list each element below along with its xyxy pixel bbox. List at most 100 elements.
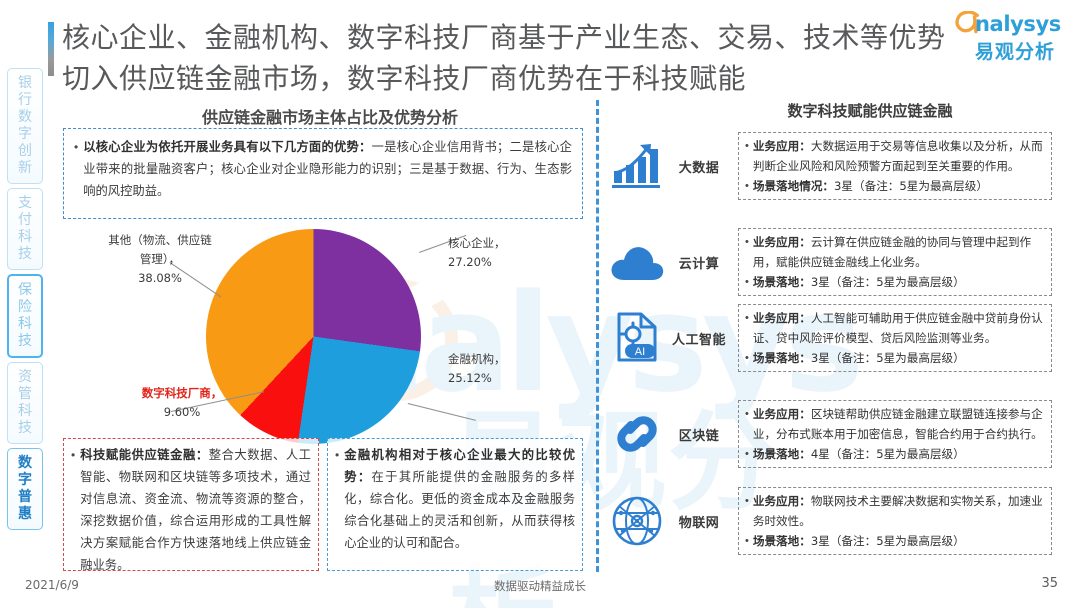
logo-wordmark: nalysys	[975, 12, 1061, 36]
footer-page-number: 35	[1041, 576, 1058, 591]
panel-divider	[596, 100, 599, 572]
market-share-pie-chart	[206, 229, 421, 444]
tab-char: 技	[18, 333, 32, 349]
pie-label-other: 其他（物流、供应链管理）， 38.08%	[105, 231, 215, 288]
tech-detail-lead: 业务应用：	[752, 139, 811, 153]
tech-detail-rest: 人工智能可辅助用于供应链金融中贷前身份认证、贷中风险评价模型、贷后风险监测等业务…	[752, 311, 1043, 345]
pie-label-core-value: 27.20%	[448, 255, 492, 269]
globe-network-icon	[606, 490, 668, 552]
bullet-icon: •	[74, 140, 79, 154]
tab-char: 付	[18, 212, 32, 228]
tab-char: 字	[18, 126, 32, 142]
tech-detail-text: 业务应用：物联网技术主要解决数据和实物关系，加速业务时效性。	[753, 491, 1045, 531]
tab-char: 行	[18, 92, 32, 108]
bullet-icon: •	[745, 140, 749, 152]
tech-detail-rest: 3星（备注：5星为最高层级）	[810, 534, 965, 548]
left-top-callout-lead: 以核心企业为依托开展业务具有以下几方面的优势：	[83, 140, 372, 154]
tech-detail-lead: 业务应用：	[752, 235, 811, 249]
tech-name-ai: 人工智能	[671, 332, 726, 348]
sidebar-item-数字普惠[interactable]: 数 字 普 惠	[7, 448, 43, 530]
tab-char: 惠	[18, 506, 32, 522]
footer-tagline: 数据驱动精益成长	[494, 579, 586, 593]
bar-chart-growth-icon	[606, 135, 668, 197]
pie-label-other-value: 38.08%	[138, 271, 182, 285]
tech-detail-lead: 业务应用：	[752, 311, 811, 325]
sidebar-item-支付科技[interactable]: 支 付 科 技	[7, 188, 43, 270]
tab-char: 技	[18, 246, 32, 262]
sidebar-item-保险科技[interactable]: 保 险 科 技	[7, 274, 43, 358]
tech-name-big-data: 大数据	[678, 160, 720, 176]
tech-detail-text: 业务应用：云计算在供应链金融的协同与管理中起到作用，赋能供应链金融线上化业务。	[753, 232, 1045, 272]
page-title: 核心企业、金融机构、数字科技厂商基于产业生态、交易、技术等优势切入供应链金融市场…	[62, 21, 946, 95]
tech-detail-text: 业务应用：区块链帮助供应链金融建立联盟链连接参与企业，分布式账本用于加密信息，智…	[753, 404, 1045, 444]
bullet-icon: •	[745, 448, 749, 460]
pie-slices	[206, 229, 421, 444]
left-bottom-callout-financial-rest: 在于其所能提供的金融服务的多样化，综合化。更低的资金成本及金融服务综合化基础上的…	[344, 470, 575, 550]
tab-char: 数	[18, 455, 32, 471]
bullet-icon: •	[335, 448, 340, 462]
tech-row-big-data: 大数据 • 业务应用：大数据运用于交易等信息收集以及分析，从而判断企业风险和风险…	[606, 132, 1052, 200]
bullet-icon: •	[745, 408, 749, 420]
tech-detail-rest: 3星（备注：5星为最高层级）	[810, 351, 965, 365]
tech-detail-rest: 3星（备注：5星为最高层级）	[810, 275, 965, 289]
tech-detail-lead: 业务应用：	[752, 407, 811, 421]
tech-detail-lead: 场景落地情况：	[752, 179, 835, 193]
left-bottom-callout-financial-text: 金融机构相对于核心企业最大的比较优势：在于其所能提供的金融服务的多样化，综合化。…	[344, 444, 575, 554]
pie-label-digital-tech-value: 9.60%	[163, 405, 201, 419]
tech-row-blockchain: 区块链 • 业务应用：区块链帮助供应链金融建立联盟链连接参与企业，分布式账本用于…	[606, 400, 1052, 468]
bullet-icon: •	[745, 535, 749, 547]
tech-detail-iot: • 业务应用：物联网技术主要解决数据和实物关系，加速业务时效性。 • 场景落地：…	[738, 487, 1052, 555]
tab-char: 科	[18, 229, 32, 245]
tech-name-iot: 物联网	[678, 515, 720, 531]
tech-detail-ai: • 业务应用：人工智能可辅助用于供应链金融中贷前身份认证、贷中风险评价模型、贷后…	[738, 304, 1052, 372]
left-top-callout: • 以核心企业为依托开展业务具有以下几方面的优势：一是核心企业信用背书；二是核心…	[63, 128, 583, 219]
sidebar-item-资管科技[interactable]: 资 管 科 技	[7, 362, 43, 444]
tech-row-ai: AI 人工智能 • 业务应用：人工智能可辅助用于供应链金融中贷前身份认证、贷中风…	[606, 304, 1052, 372]
tech-detail-rest: 4星（备注：5星为最高层级）	[810, 447, 965, 461]
left-bottom-callout-tech-rest: 整合大数据、人工智能、物联网和区块链等多项技术，通过对信息流、资金流、物流等资源…	[80, 448, 311, 572]
pie-label-financial: 金融机构， 25.12%	[448, 350, 558, 388]
bullet-icon: •	[745, 236, 749, 248]
tech-detail-rest: 3星（备注：5星为最高层级）	[834, 179, 988, 193]
tab-char: 资	[18, 369, 32, 385]
tech-name-blockchain: 区块链	[678, 428, 720, 444]
tab-char: 普	[18, 489, 32, 505]
bullet-icon: •	[71, 448, 76, 462]
title-accent-bar	[48, 22, 54, 76]
tech-detail-lead: 场景落地：	[752, 447, 811, 461]
sidebar: 银 行 数 字 创 新 支 付 科 技 保 险 科 技 资 管 科 技 数 字	[7, 68, 45, 534]
pie-label-core: 核心企业， 27.20%	[448, 234, 558, 272]
chain-link-icon	[606, 403, 668, 465]
tech-row-iot: 物联网 • 业务应用：物联网技术主要解决数据和实物关系，加速业务时效性。 • 场…	[606, 487, 1052, 555]
tech-detail-text: 业务应用：人工智能可辅助用于供应链金融中贷前身份认证、贷中风险评价模型、贷后风险…	[753, 308, 1045, 348]
tech-detail-lead: 场景落地：	[752, 275, 811, 289]
ai-document-icon: AI	[606, 307, 668, 369]
tech-detail-rest: 云计算在供应链金融的协同与管理中起到作用，赋能供应链金融线上化业务。	[752, 235, 1032, 269]
pie-label-digital-tech-name: 数字科技厂商，	[141, 386, 223, 400]
left-bottom-callout-tech-lead: 科技赋能供应链金融：	[80, 448, 209, 462]
pie-label-core-name: 核心企业，	[448, 236, 506, 250]
pie-label-financial-value: 25.12%	[448, 371, 492, 385]
tab-char: 科	[18, 316, 32, 332]
left-panel-title: 供应链金融市场主体占比及优势分析	[201, 108, 458, 127]
sidebar-item-银行数字创新[interactable]: 银 行 数 字 创 新	[7, 68, 43, 184]
footer-date: 2021/6/9	[25, 578, 79, 592]
bullet-icon: •	[745, 495, 749, 507]
tab-char: 保	[18, 282, 32, 298]
tech-detail-cloud: • 业务应用：云计算在供应链金融的协同与管理中起到作用，赋能供应链金融线上化业务…	[738, 228, 1052, 296]
tab-char: 字	[18, 472, 32, 488]
pie-label-other-name: 其他（物流、供应链管理），	[108, 233, 212, 266]
left-bottom-callout-tech: • 科技赋能供应链金融：整合大数据、人工智能、物联网和区块链等多项技术，通过对信…	[63, 438, 319, 572]
tech-row-cloud: 云计算 • 业务应用：云计算在供应链金融的协同与管理中起到作用，赋能供应链金融线…	[606, 228, 1052, 296]
logo-wordmark-cn: 易观分析	[975, 41, 1056, 63]
tech-detail-big-data: • 业务应用：大数据运用于交易等信息收集以及分析，从而判断企业风险和风险预警方面…	[738, 132, 1052, 200]
tab-char: 支	[18, 195, 32, 211]
tab-char: 管	[18, 386, 32, 402]
tech-detail-text: 场景落地：3星（备注：5星为最高层级）	[753, 348, 965, 368]
tech-detail-text: 场景落地情况：3星（备注：5星为最高层级）	[753, 176, 988, 196]
right-panel-title: 数字科技赋能供应链金融	[787, 102, 953, 120]
brand-logo: nalysys 易观分析	[955, 11, 1073, 64]
left-top-callout-text: 以核心企业为依托开展业务具有以下几方面的优势：一是核心企业信用背书；二是核心企业…	[83, 136, 572, 202]
svg-text:AI: AI	[635, 346, 645, 358]
